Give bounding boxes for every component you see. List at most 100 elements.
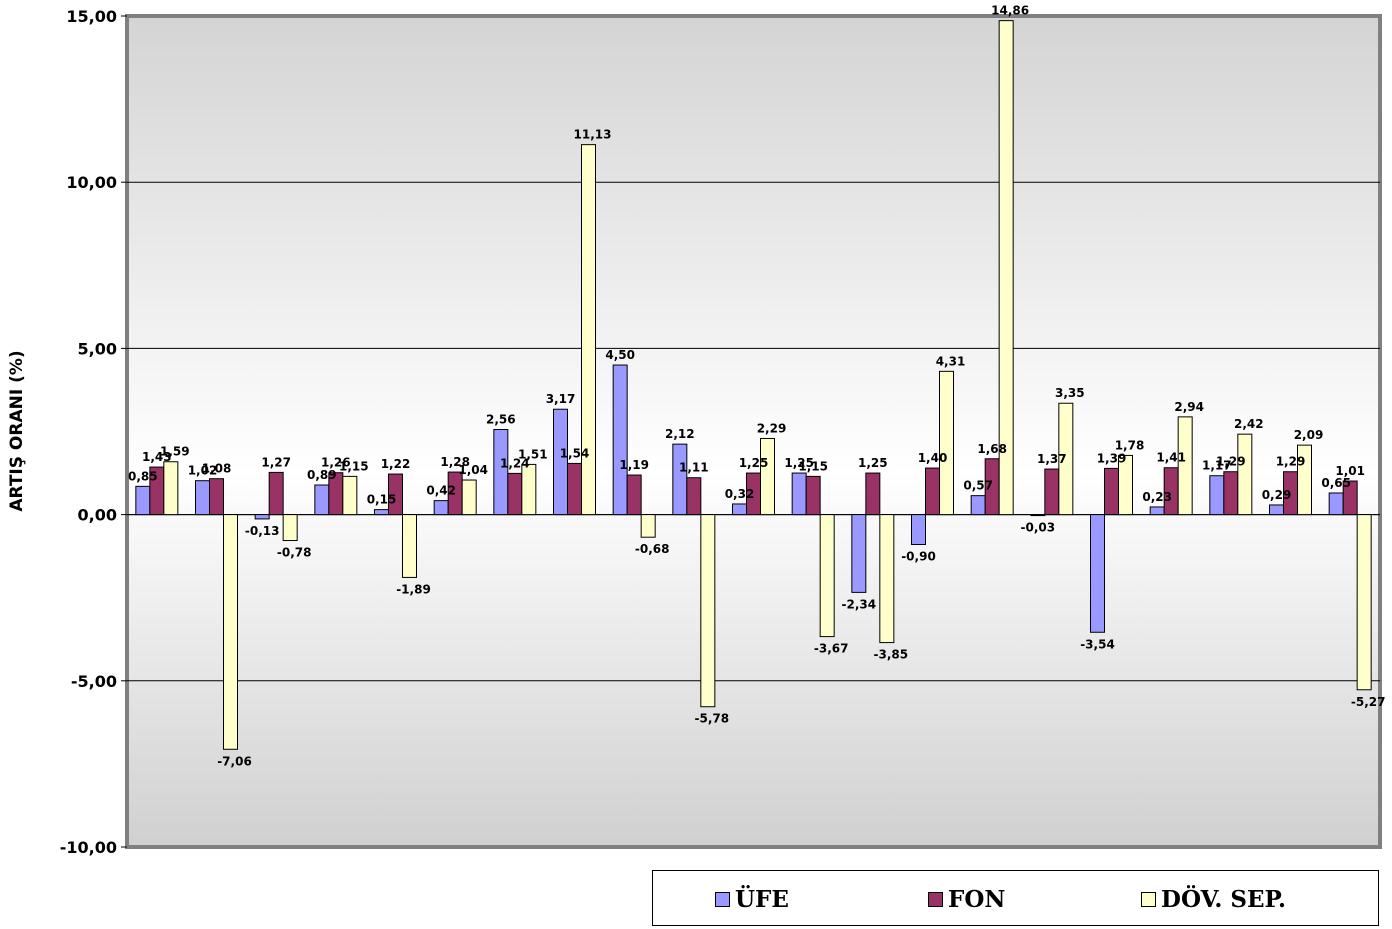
bar — [507, 472, 523, 516]
bar — [282, 514, 298, 542]
y-tick-label: 10,00 — [66, 173, 117, 192]
data-label: 1,40 — [918, 451, 948, 465]
data-label: 2,12 — [665, 427, 695, 441]
legend-item-fon: FON — [928, 871, 1005, 927]
data-label: 1,29 — [1216, 455, 1246, 469]
bar — [1209, 475, 1225, 516]
bar — [686, 477, 702, 516]
plot-area — [125, 14, 1382, 849]
bar — [911, 514, 926, 546]
bars — [135, 20, 1372, 750]
y-tick-label: 15,00 — [66, 7, 117, 26]
data-label: 2,94 — [1174, 400, 1204, 414]
data-label: 14,86 — [991, 4, 1029, 18]
data-label: 0,85 — [128, 469, 158, 483]
y-tick-label: 5,00 — [78, 339, 117, 358]
data-label: 3,35 — [1055, 386, 1085, 400]
data-label: 1,59 — [160, 445, 190, 459]
data-label: -5,27 — [1351, 695, 1386, 709]
plot-background — [125, 14, 1382, 849]
data-label: 0,57 — [963, 479, 993, 493]
data-label: -0,68 — [635, 542, 670, 556]
bar — [521, 463, 537, 516]
bar — [1269, 504, 1284, 516]
data-label: 4,31 — [936, 354, 966, 368]
data-label: 2,29 — [757, 421, 787, 435]
data-label: -0,13 — [245, 524, 280, 538]
data-label: -5,78 — [695, 712, 730, 726]
data-label: -0,03 — [1021, 521, 1056, 535]
data-label: 1,37 — [1037, 452, 1067, 466]
data-label: 1,51 — [518, 447, 548, 461]
dov-sep-swatch-icon — [1141, 891, 1156, 907]
ufe-swatch-icon — [715, 891, 730, 907]
bar — [1356, 514, 1372, 691]
data-label: 0,29 — [1262, 488, 1292, 502]
data-label: 0,65 — [1321, 476, 1351, 490]
data-label: 2,42 — [1234, 417, 1264, 431]
data-label: 1,25 — [858, 456, 888, 470]
bar — [461, 479, 477, 516]
bar — [1223, 471, 1239, 516]
data-label: 1,27 — [261, 455, 291, 469]
data-label: 0,15 — [367, 493, 397, 507]
data-label: 1,01 — [1335, 464, 1365, 478]
bar — [254, 514, 270, 520]
legend-label: DÖV. SEP. — [1161, 885, 1287, 913]
bar — [493, 429, 509, 516]
y-tick-label: -5,00 — [71, 672, 117, 691]
data-label: -3,67 — [814, 642, 849, 656]
bar — [672, 443, 688, 516]
y-axis-label: ARTIŞ ORANI (%) — [7, 350, 27, 511]
bar — [851, 514, 867, 593]
bar — [1104, 467, 1119, 516]
legend-item-dov-sep: DÖV. SEP. — [1141, 871, 1286, 927]
data-label: 3,17 — [546, 392, 576, 406]
bar — [342, 475, 358, 516]
data-label: 1,28 — [440, 455, 470, 469]
fon-swatch-icon — [928, 891, 943, 907]
data-label: 1,04 — [458, 463, 488, 477]
bar — [1090, 514, 1105, 633]
data-label: 11,13 — [574, 128, 612, 142]
bar — [402, 514, 417, 578]
data-label: 4,50 — [605, 348, 635, 362]
bar — [1177, 416, 1193, 516]
data-label: 1,08 — [202, 462, 232, 476]
data-label: -3,54 — [1080, 637, 1115, 651]
data-label: 1,43 — [142, 450, 172, 464]
bar — [1044, 468, 1060, 516]
data-label: 1,29 — [1276, 455, 1306, 469]
data-label: 1,41 — [1156, 451, 1186, 465]
bar — [209, 478, 224, 516]
bar — [819, 514, 835, 638]
data-label: 1,25 — [739, 456, 769, 470]
data-label: 1,17 — [1202, 459, 1232, 473]
data-label: 1,24 — [500, 456, 530, 470]
bar — [1118, 454, 1133, 516]
bar — [195, 480, 210, 516]
bar — [1328, 492, 1344, 516]
data-label: -3,85 — [874, 648, 909, 662]
data-label: 2,56 — [486, 413, 516, 427]
data-label: 1,68 — [977, 442, 1007, 456]
bar — [268, 471, 284, 516]
y-tick-label: -10,00 — [60, 838, 117, 857]
bar — [879, 514, 895, 644]
bar — [1149, 506, 1165, 516]
data-label: 1,26 — [321, 456, 351, 470]
data-label: 1,11 — [679, 461, 709, 475]
bar — [640, 514, 656, 538]
y-axis: -10,00 -5,00 0,00 5,00 10,00 15,00 — [60, 7, 127, 857]
legend-label: FON — [948, 885, 1006, 913]
data-label: -2,34 — [842, 597, 877, 611]
bar — [939, 370, 954, 516]
data-label: -1,89 — [396, 582, 431, 596]
bar — [163, 461, 179, 516]
legend-item-ufe: ÜFE — [715, 871, 789, 927]
bar — [1342, 480, 1358, 516]
data-label: 1,22 — [381, 457, 411, 471]
bar — [567, 462, 582, 516]
bar — [760, 437, 775, 516]
